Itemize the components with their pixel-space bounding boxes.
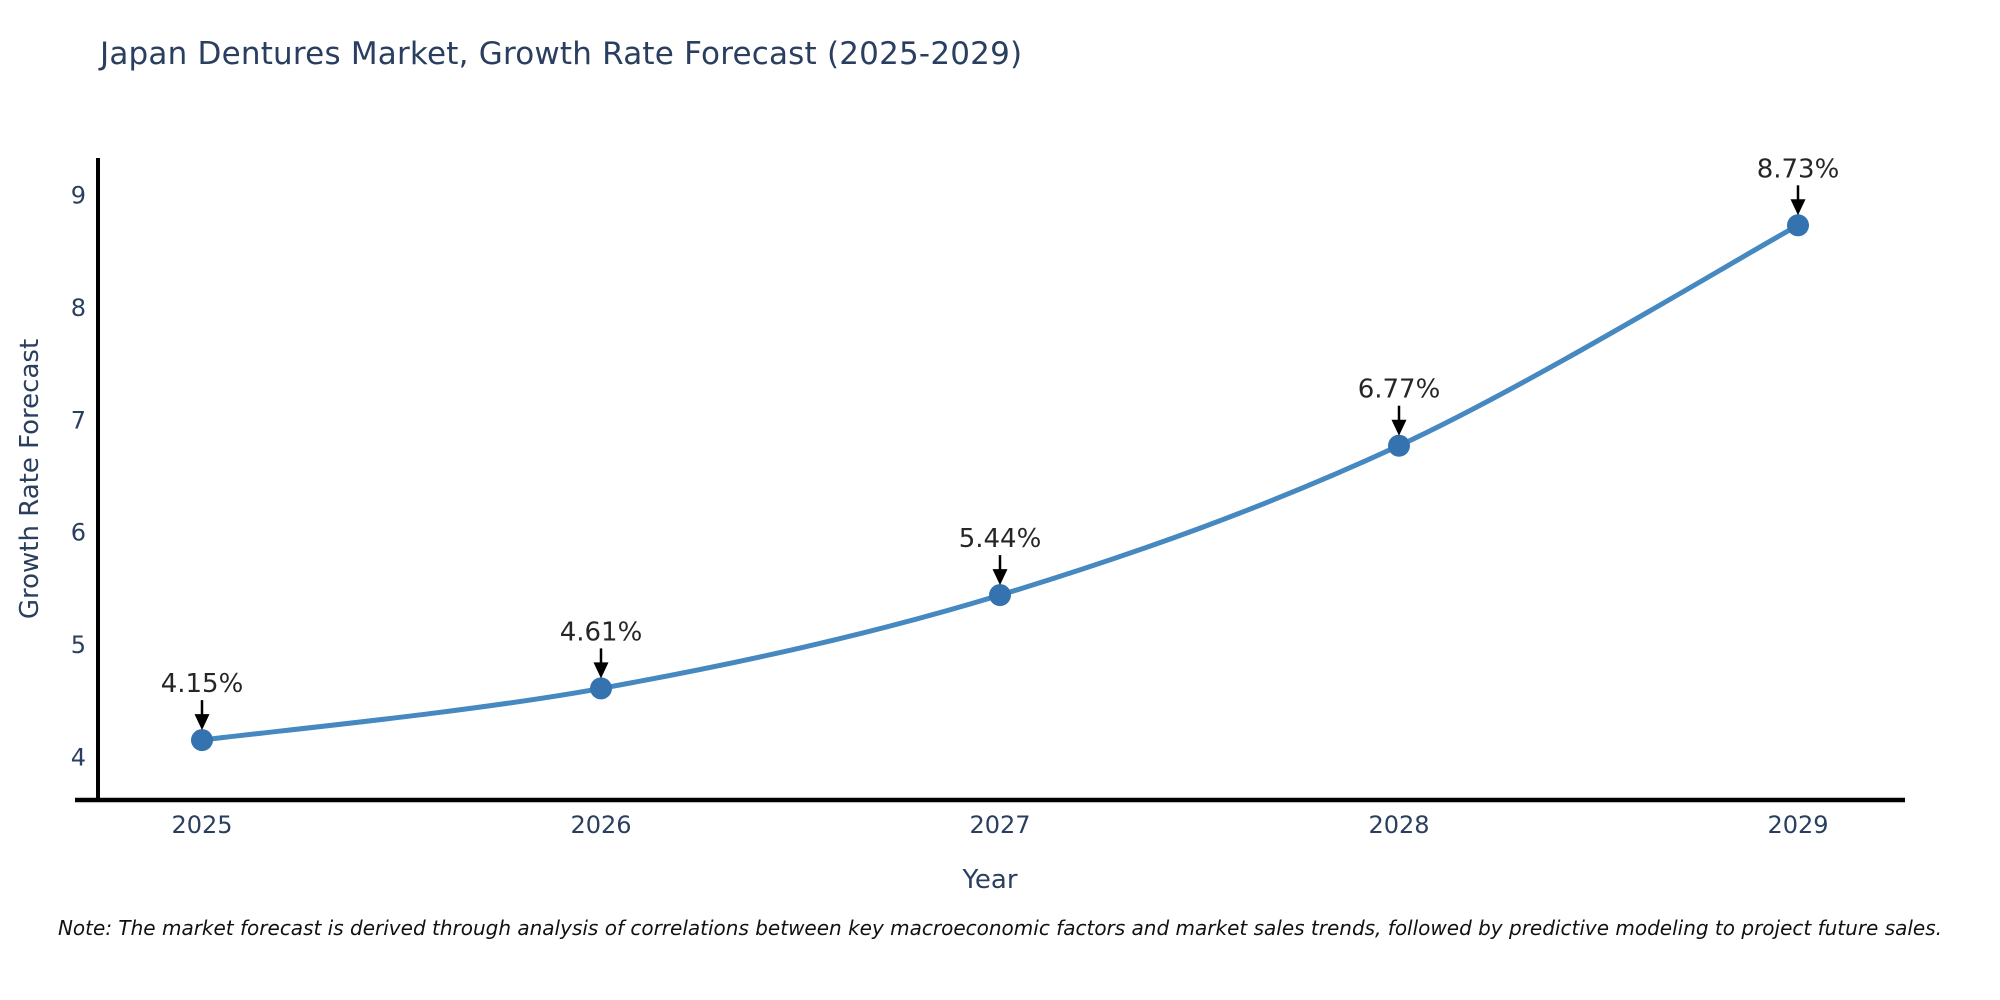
y-tick-label: 7 [71, 406, 86, 434]
y-axis-title: Growth Rate Forecast [15, 339, 45, 619]
x-tick-label: 2026 [570, 811, 631, 839]
data-point-marker [989, 584, 1011, 607]
annotation-arrowhead [194, 714, 210, 731]
data-point-label: 8.73% [1757, 154, 1840, 184]
y-tick-label: 8 [71, 294, 86, 322]
x-tick-labels: 2025 2026 2027 2028 2029 [171, 811, 1828, 839]
x-tick-label: 2025 [171, 811, 232, 839]
data-point-label: 4.61% [560, 617, 643, 647]
data-point-label: 6.77% [1358, 375, 1441, 405]
y-tick-labels: 4 5 6 7 8 9 [71, 182, 86, 772]
y-tick-label: 4 [71, 744, 86, 772]
annotation-arrowhead [1790, 199, 1806, 216]
data-point-marker [191, 729, 213, 752]
annotation-arrowhead [992, 569, 1008, 586]
data-point-label: 4.15% [161, 669, 244, 699]
chart-title: Japan Dentures Market, Growth Rate Forec… [100, 36, 1023, 72]
data-point-marker [1787, 214, 1809, 237]
y-tick-label: 5 [71, 631, 86, 659]
y-tick-label: 6 [71, 519, 86, 547]
x-axis-title: Year [961, 865, 1017, 895]
markers [191, 214, 1809, 752]
y-tick-label: 9 [71, 182, 86, 210]
x-tick-label: 2027 [969, 811, 1030, 839]
x-tick-label: 2029 [1767, 811, 1828, 839]
x-tick-label: 2028 [1368, 811, 1429, 839]
chart-footnote: Note: The market forecast is derived thr… [57, 916, 1943, 940]
data-point-marker [1388, 434, 1410, 457]
annotation-arrowhead [1391, 419, 1407, 436]
data-point-label: 5.44% [959, 524, 1042, 554]
forecast-line [199, 222, 1801, 743]
data-point-marker [590, 677, 612, 700]
annotation-arrowhead [593, 662, 609, 679]
annotations: 4.15% 4.61% 5.44% 6.77% 8.73% [161, 154, 1840, 731]
